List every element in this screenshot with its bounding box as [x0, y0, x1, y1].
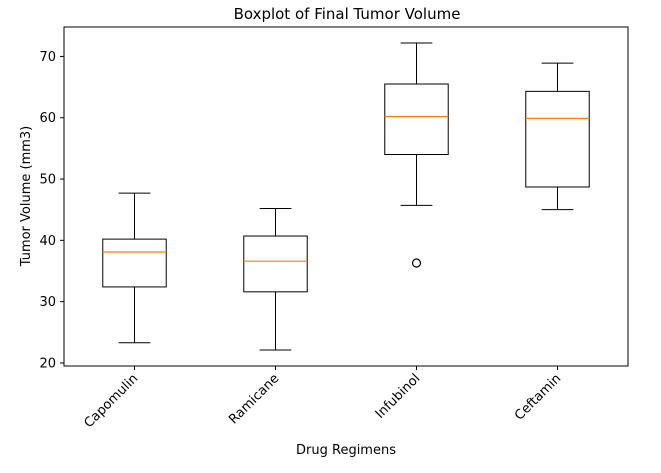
y-tick-label: 30: [39, 295, 56, 310]
y-tick-label: 60: [39, 111, 56, 126]
boxes-group: [102, 42, 590, 351]
iqr-box: [525, 90, 590, 188]
y-tick-label: 40: [39, 234, 56, 249]
box-infubinol: [384, 42, 449, 268]
y-tick-label: 20: [39, 356, 56, 371]
outlier-point: [411, 258, 422, 268]
x-tick-label-infubinol: Infubinol: [373, 371, 424, 422]
y-axis: 20 30 40 50 60 70: [39, 50, 64, 371]
box-ramicane: [243, 207, 308, 351]
y-tick-label: 70: [39, 50, 56, 65]
x-tick-label-ramicane: Ramicane: [226, 371, 282, 427]
iqr-box: [102, 238, 167, 288]
y-axis-label: Tumor Volume (mm3): [19, 126, 34, 268]
iqr-box: [243, 235, 308, 293]
chart-title: Boxplot of Final Tumor Volume: [234, 5, 461, 23]
x-axis: Capomulin Ramicane Infubinol Ceftamin: [81, 366, 564, 431]
iqr-box: [384, 83, 449, 156]
x-tick-label-ceftamin: Ceftamin: [512, 371, 564, 423]
x-tick-label-capomulin: Capomulin: [81, 371, 141, 431]
plot-area-frame: [63, 26, 629, 367]
box-capomulin: [102, 192, 167, 344]
y-tick-label: 50: [39, 173, 56, 188]
x-axis-label: Drug Regimens: [296, 443, 396, 458]
box-ceftamin: [525, 62, 590, 211]
